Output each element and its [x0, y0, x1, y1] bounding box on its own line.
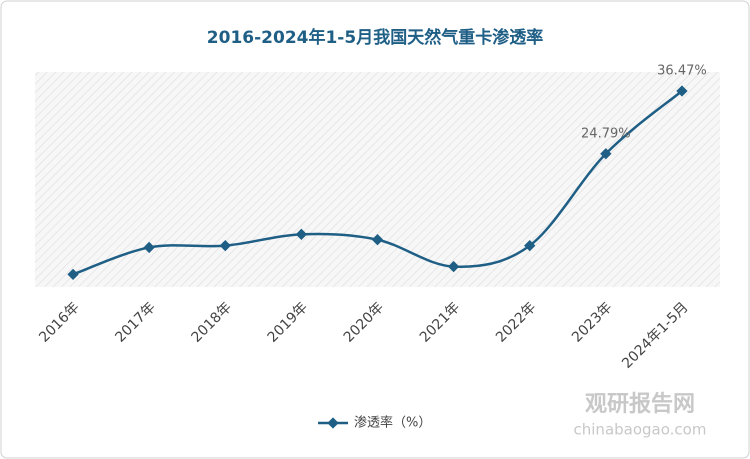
watermark: 观研报告网 [585, 392, 695, 417]
marker [600, 148, 612, 160]
marker [143, 241, 155, 254]
marker [371, 234, 384, 246]
marker [447, 260, 460, 273]
plot-area [35, 72, 720, 287]
line [72, 90, 683, 276]
chart-title: 2016-2024年1-5月我国天然气重卡渗透率 [207, 27, 543, 48]
marker [219, 239, 231, 252]
marker [524, 239, 536, 252]
watermark: chinabaogao.com [574, 421, 707, 439]
marker [295, 228, 308, 240]
data-label: 24.79% [581, 126, 631, 141]
data-label: 36.47% [657, 63, 707, 78]
legend-label: 渗透率（%） [354, 415, 431, 431]
legend-marker [327, 417, 339, 429]
